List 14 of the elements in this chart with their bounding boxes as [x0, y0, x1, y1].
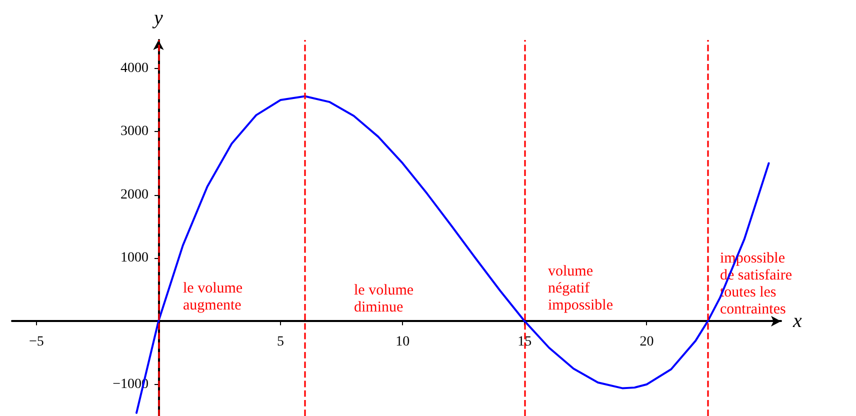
annotation: le volume augmente	[183, 280, 243, 314]
x-axis-title: x	[792, 310, 802, 332]
annotation: le volume diminue	[354, 282, 414, 316]
x-tick-label: 15	[518, 334, 532, 350]
y-axis-title: y	[152, 7, 164, 29]
y-tick-label: 3000	[120, 124, 148, 140]
y-tick-label: 4000	[120, 60, 148, 76]
x-tick-label: 10	[396, 334, 410, 350]
y-tick-label: 1000	[120, 250, 148, 266]
x-tick-label: −5	[28, 334, 44, 350]
x-tick-label: 20	[640, 334, 654, 350]
x-tick-label: 5	[277, 334, 284, 350]
annotation: volume négatif impossible	[548, 264, 614, 314]
y-tick-label: 2000	[120, 187, 148, 202]
